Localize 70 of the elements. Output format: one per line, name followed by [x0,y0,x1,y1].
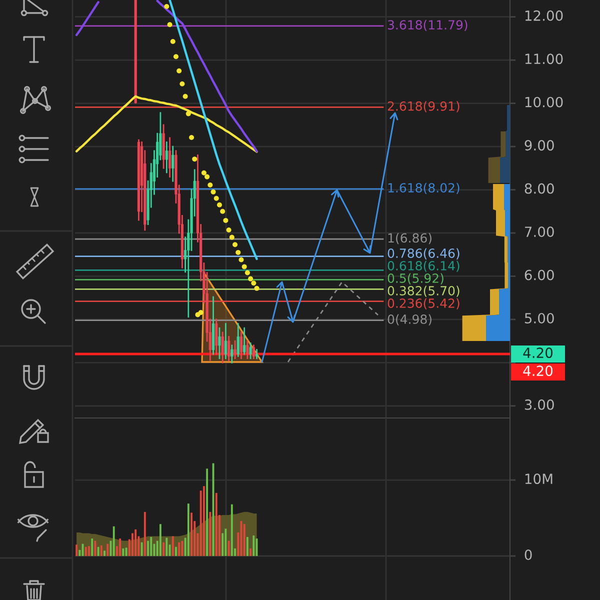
ref-line-label: 0.5(5.92) [388,273,444,284]
candlestick [221,332,224,364]
candlestick [249,342,252,360]
candlestick [240,332,243,360]
point [214,196,219,201]
point [176,68,182,74]
ref-line-label: 0.236(5.42) [388,298,460,310]
point [229,234,234,240]
y-tick-label: 0 [524,550,532,560]
ref-line-label: 4.20 [523,366,553,376]
line-series [168,0,258,260]
point [198,310,204,316]
ref-line-label: 1(6.86) [388,233,432,244]
ref-line-label: 1.618(8.02) [388,182,460,194]
point [201,170,206,176]
point [170,38,176,44]
y-tick-label: 12.00 [525,10,563,21]
candlestick [218,327,221,360]
y-tick-label: 9.00 [524,140,554,151]
point [254,286,260,291]
ref-line-label: 0.618(6.14) [388,260,460,272]
line-series [75,95,258,153]
text: 4.20 [523,348,553,358]
y-tick-label: 8.00 [524,183,554,194]
point [244,270,250,276]
y-tick-label: 10M [525,474,552,484]
candlestick [252,344,255,360]
ref-line-label: 0(4.98) [388,314,432,326]
candlestick [165,142,168,174]
point [164,4,170,9]
point [210,189,216,194]
point [208,182,213,188]
candlestick [224,323,227,360]
ref-line-label: 0.786(6.46) [388,248,460,260]
point [216,202,222,208]
candlestick [236,323,240,357]
point [251,280,256,286]
ref-line-label: 3.618(11.79) [388,20,468,32]
point [192,156,198,162]
point [220,208,226,214]
y-tick-label: 7.00 [525,226,554,238]
point [242,264,247,270]
point [223,218,228,223]
candlestick [230,344,234,364]
point [189,134,194,140]
point [182,94,188,99]
point [173,54,178,60]
y-tick-label: 10.00 [525,96,563,108]
ref-line-label: 2.618(9.91) [388,101,460,112]
point [238,257,244,262]
candlestick [234,340,236,360]
candlestick [246,340,249,360]
ref-line-label: 0.382(5.70) [388,286,460,297]
y-tick-label: 3.00 [524,399,554,410]
y-tick-label: 5.00 [524,312,554,324]
point [232,242,238,248]
point [226,227,232,232]
point [248,276,254,282]
y-tick-label: 6.00 [524,270,554,280]
candlestick [215,318,218,355]
point [180,81,185,86]
candlestick [168,137,172,178]
y-tick-label: 11.00 [525,54,563,64]
point [167,22,172,28]
candlestick [243,327,246,355]
point [186,111,191,116]
candlestick [172,146,174,182]
candlestick [228,336,230,362]
point [204,174,210,180]
point [236,250,241,255]
